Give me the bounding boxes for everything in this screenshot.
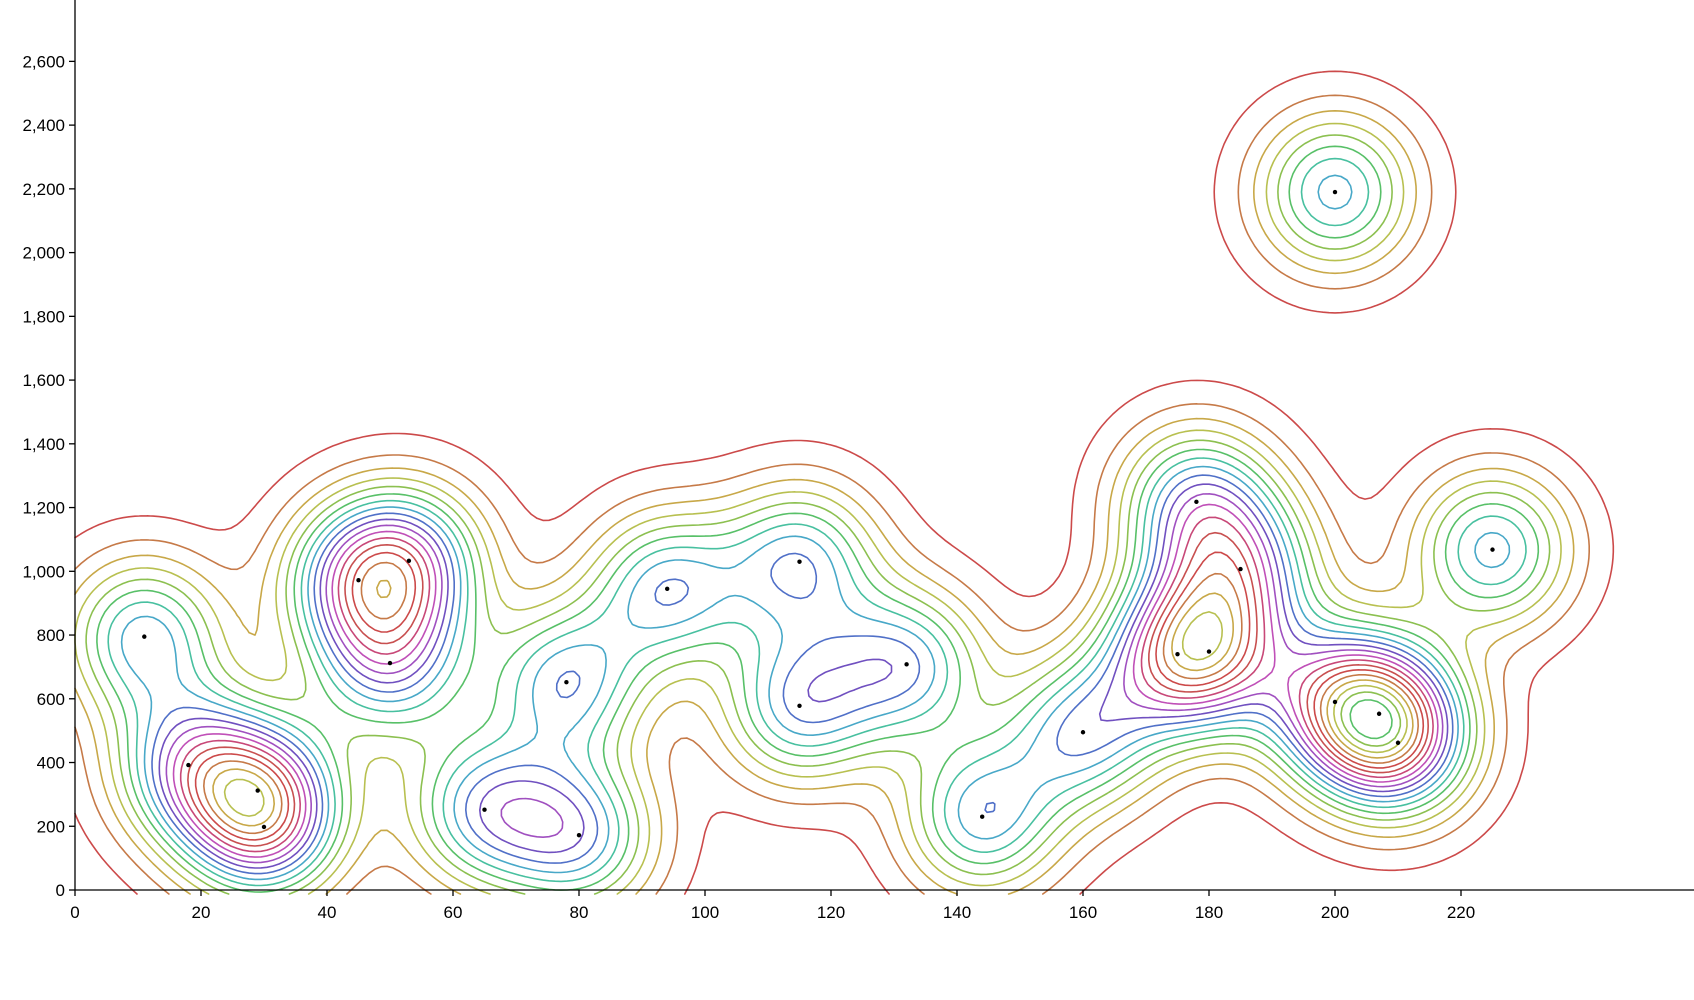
data-point xyxy=(387,660,393,666)
data-point xyxy=(1175,651,1180,657)
y-tick-label: 2,000 xyxy=(22,244,65,263)
x-tick-label: 80 xyxy=(570,903,589,922)
y-tick-label: 1,400 xyxy=(22,435,65,454)
x-tick-label: 60 xyxy=(444,903,463,922)
data-point xyxy=(1206,649,1212,654)
x-tick-label: 140 xyxy=(943,903,971,922)
data-point xyxy=(1490,547,1495,552)
y-tick-label: 1,800 xyxy=(22,307,65,326)
contour-line xyxy=(74,110,1575,895)
y-tick-label: 1,200 xyxy=(22,499,65,518)
data-point xyxy=(1238,566,1243,572)
contour-line xyxy=(165,493,1444,864)
x-tick-label: 220 xyxy=(1447,903,1475,922)
contour-line xyxy=(151,474,1454,875)
data-point xyxy=(1395,740,1401,745)
x-tick-label: 0 xyxy=(70,903,79,922)
contour-line xyxy=(74,122,1562,895)
data-point xyxy=(406,558,412,563)
contour-lines xyxy=(74,70,1615,895)
x-tick-label: 100 xyxy=(691,903,719,922)
contour-line xyxy=(1349,699,1393,740)
contour-line xyxy=(96,145,1540,893)
contour-line xyxy=(107,157,1527,887)
x-tick-label: 160 xyxy=(1069,903,1097,922)
contour-line xyxy=(120,174,1511,881)
data-point xyxy=(904,662,909,667)
contour-line xyxy=(74,70,1615,895)
data-point xyxy=(1080,730,1086,735)
contour-line xyxy=(223,611,1408,817)
data-point xyxy=(1332,699,1338,705)
x-tick-label: 20 xyxy=(192,903,211,922)
data-point xyxy=(356,578,361,583)
x-tick-label: 40 xyxy=(318,903,337,922)
x-tick-label: 200 xyxy=(1321,903,1349,922)
data-point xyxy=(255,788,260,793)
contour-line xyxy=(85,134,1551,895)
y-tick-label: 2,600 xyxy=(22,52,65,71)
data-point xyxy=(261,824,267,830)
y-axis: 0 200 400 600 800 1,000 1,200 1,400 1,600 1,800 2,… xyxy=(22,0,76,900)
data-point xyxy=(980,814,985,819)
y-tick-label: 800 xyxy=(37,626,65,645)
data-point xyxy=(576,832,582,838)
contour-line xyxy=(179,516,1434,853)
y-tick-label: 2,400 xyxy=(22,116,65,135)
contour-line xyxy=(194,551,1425,841)
contour-line xyxy=(203,561,1419,835)
data-point xyxy=(482,807,487,812)
data-point xyxy=(665,586,670,592)
x-axis: 0 20 40 60 80 100 120 140 160 180 200 220 xyxy=(70,889,1694,922)
x-tick-label: 120 xyxy=(817,903,845,922)
contour-line xyxy=(74,94,1590,895)
data-point xyxy=(1332,189,1338,195)
data-point xyxy=(797,703,802,708)
y-tick-label: 1,600 xyxy=(22,371,65,390)
data-point xyxy=(186,762,191,768)
data-point xyxy=(142,634,147,639)
y-tick-label: 600 xyxy=(37,690,65,709)
data-point xyxy=(797,559,802,564)
data-points xyxy=(142,189,1495,838)
y-tick-label: 200 xyxy=(37,817,65,836)
contour-line xyxy=(187,531,1429,847)
y-tick-label: 1,000 xyxy=(22,562,65,581)
data-point xyxy=(1376,711,1382,716)
data-point xyxy=(564,680,569,685)
contour-line xyxy=(212,579,1414,827)
y-tick-label: 0 xyxy=(56,881,65,900)
contour-line xyxy=(158,483,1449,869)
data-point xyxy=(1194,499,1199,505)
x-tick-label: 180 xyxy=(1195,903,1223,922)
y-tick-label: 2,200 xyxy=(22,180,65,199)
contour-line xyxy=(1340,691,1402,747)
y-tick-label: 400 xyxy=(37,754,65,773)
